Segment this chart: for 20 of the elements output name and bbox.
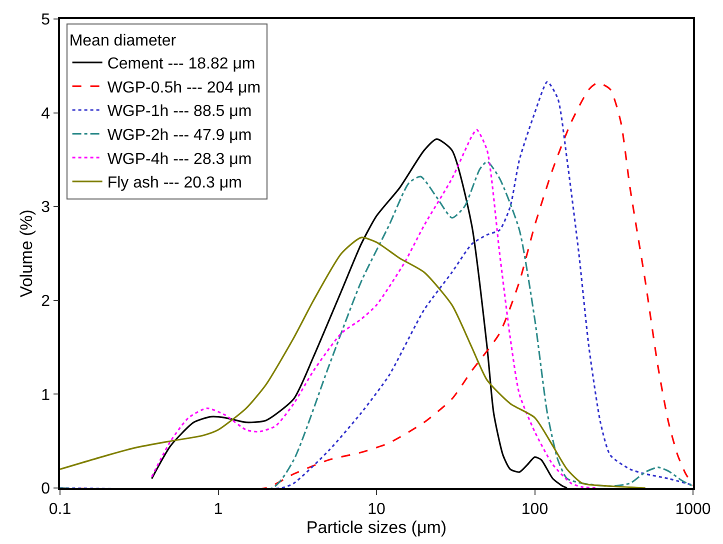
legend-label: WGP-0.5h --- 204 μm bbox=[107, 79, 261, 96]
y-tick-label: 5 bbox=[41, 12, 50, 29]
y-tick-label: 4 bbox=[41, 105, 50, 122]
x-tick-label: 0.1 bbox=[48, 500, 72, 518]
x-tick-label: 100 bbox=[521, 500, 548, 518]
y-axis-title: Volume (%) bbox=[17, 210, 36, 298]
x-tick-label: 1 bbox=[214, 500, 223, 518]
x-tick-label: 10 bbox=[368, 500, 386, 518]
y-tick-label: 3 bbox=[41, 199, 50, 216]
legend-title: Mean diameter bbox=[69, 32, 177, 50]
x-axis-title: Particle sizes (μm) bbox=[306, 518, 447, 537]
x-tick-label: 1000 bbox=[675, 500, 711, 518]
legend-label: WGP-4h --- 28.3 μm bbox=[107, 150, 252, 168]
y-tick-label: 1 bbox=[41, 386, 50, 404]
legend-label: WGP-1h --- 88.5 μm bbox=[107, 103, 252, 120]
y-tick-label: 0 bbox=[41, 480, 50, 498]
legend-label: WGP-2h --- 47.9 μm bbox=[107, 127, 252, 144]
legend-label: Cement --- 18.82 μm bbox=[107, 56, 256, 73]
legend-label: Fly ash --- 20.3 μm bbox=[107, 174, 242, 192]
y-tick-label: 2 bbox=[41, 293, 50, 310]
